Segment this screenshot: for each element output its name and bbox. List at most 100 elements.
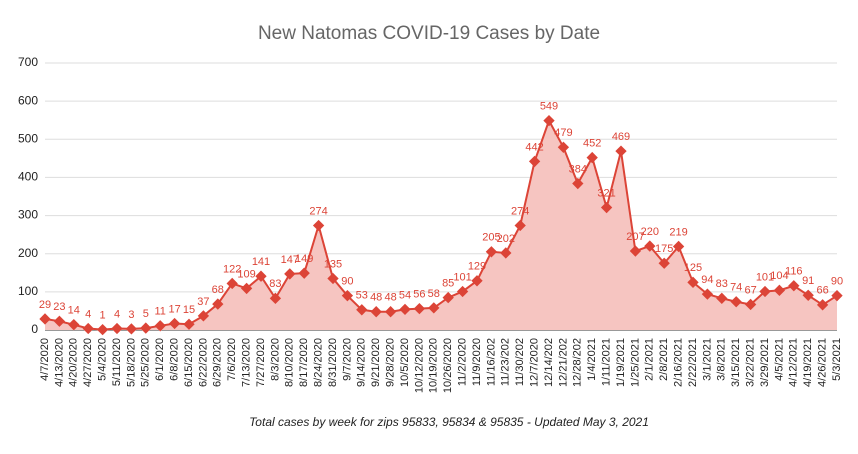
- marker: [816, 299, 829, 311]
- data-label: 202: [497, 233, 515, 245]
- x-tick-label: 4/7/2020: [39, 338, 51, 381]
- marker: [168, 317, 181, 330]
- data-label: 116: [785, 266, 803, 278]
- marker: [327, 272, 339, 285]
- data-label: 4: [114, 308, 120, 320]
- data-label: 321: [597, 187, 615, 199]
- marker: [687, 276, 699, 288]
- marker: [831, 290, 843, 302]
- data-label: 1: [100, 310, 106, 322]
- marker: [716, 292, 728, 304]
- x-tick-label: 4/19/2021: [802, 338, 814, 387]
- data-label: 37: [197, 296, 209, 308]
- x-tick-label: 10/12/2020: [413, 338, 425, 393]
- data-label: 147: [281, 254, 299, 266]
- x-tick-label: 4/13/2020: [53, 338, 65, 387]
- data-label: 125: [684, 262, 702, 274]
- data-label: 14: [68, 305, 80, 317]
- marker: [788, 280, 800, 292]
- x-tick-label: 2/8/2021: [658, 338, 670, 381]
- marker: [629, 245, 642, 257]
- marker: [384, 306, 397, 318]
- marker: [572, 177, 584, 190]
- data-label: 94: [701, 274, 713, 286]
- data-label: 90: [341, 276, 353, 288]
- data-label: 48: [370, 292, 382, 304]
- y-tick-label: 0: [31, 322, 38, 336]
- x-tick-label: 8/17/2020: [298, 338, 310, 387]
- x-tick-label: 11/16/202: [485, 338, 497, 386]
- data-label: 5: [143, 308, 149, 320]
- marker: [615, 145, 627, 157]
- marker: [514, 219, 526, 232]
- data-label: 109: [237, 268, 255, 280]
- marker: [759, 285, 771, 298]
- marker: [284, 268, 296, 280]
- data-label: 274: [309, 205, 327, 217]
- data-label: 149: [295, 253, 313, 265]
- x-tick-label: 8/31/2020: [327, 338, 339, 387]
- x-tick-label: 9/28/2020: [385, 338, 397, 387]
- x-tick-label: 3/29/2021: [759, 338, 771, 387]
- marker: [197, 310, 210, 322]
- marker: [773, 284, 786, 296]
- x-tick-label: 6/29/2020: [212, 338, 224, 387]
- marker: [356, 304, 368, 316]
- data-label: 219: [669, 226, 687, 238]
- data-label: 220: [641, 226, 659, 238]
- marker: [428, 302, 440, 314]
- y-tick-label: 600: [18, 93, 38, 107]
- data-label: 90: [831, 276, 843, 288]
- marker: [701, 288, 714, 300]
- x-tick-label: 5/3/2021: [831, 338, 843, 381]
- x-tick-label: 5/4/2020: [97, 338, 109, 381]
- marker: [644, 240, 656, 252]
- data-label: 66: [816, 285, 828, 297]
- x-tick-label: 5/18/2020: [125, 338, 137, 387]
- y-tick-label: 300: [18, 208, 38, 222]
- y-tick-label: 700: [18, 55, 38, 69]
- data-label: 56: [413, 289, 425, 301]
- data-label: 29: [39, 299, 51, 311]
- x-tick-label: 4/12/2021: [788, 338, 800, 387]
- data-label: 48: [384, 292, 396, 304]
- x-tick-label: 3/1/2021: [701, 338, 713, 381]
- x-tick-label: 10/19/2020: [428, 338, 440, 393]
- marker: [672, 240, 685, 253]
- data-label: 83: [269, 278, 281, 290]
- marker: [341, 290, 354, 302]
- data-label: 4: [85, 308, 91, 320]
- data-label: 479: [554, 127, 572, 139]
- x-tick-label: 7/6/2020: [226, 338, 238, 381]
- marker: [658, 257, 670, 269]
- data-label: 23: [53, 301, 65, 313]
- marker: [730, 296, 742, 308]
- marker: [744, 298, 757, 311]
- data-label: 68: [212, 284, 224, 296]
- data-label: 135: [324, 258, 342, 270]
- marker: [370, 306, 382, 318]
- data-label: 452: [583, 138, 601, 150]
- x-tick-label: 7/27/2020: [255, 338, 267, 387]
- x-tick-label: 12/28/202: [572, 338, 584, 387]
- y-tick-label: 500: [18, 131, 38, 145]
- y-tick-label: 100: [18, 284, 38, 298]
- x-tick-label: 6/1/2020: [154, 338, 166, 381]
- data-label: 85: [442, 277, 454, 289]
- marker: [226, 277, 238, 290]
- x-tick-label: 8/10/2020: [284, 338, 296, 387]
- marker: [96, 323, 109, 336]
- x-tick-label: 5/25/2020: [140, 338, 152, 387]
- data-label: 141: [252, 256, 270, 268]
- x-tick-label: 9/21/2020: [370, 338, 382, 387]
- marker: [125, 323, 138, 335]
- data-label: 74: [730, 282, 742, 294]
- data-label: 101: [756, 271, 774, 283]
- data-label: 53: [356, 290, 368, 302]
- marker: [557, 141, 570, 153]
- marker: [442, 291, 454, 304]
- x-tick-label: 11/9/2020: [471, 338, 483, 386]
- data-label: 384: [569, 163, 587, 175]
- data-label: 3: [128, 309, 134, 321]
